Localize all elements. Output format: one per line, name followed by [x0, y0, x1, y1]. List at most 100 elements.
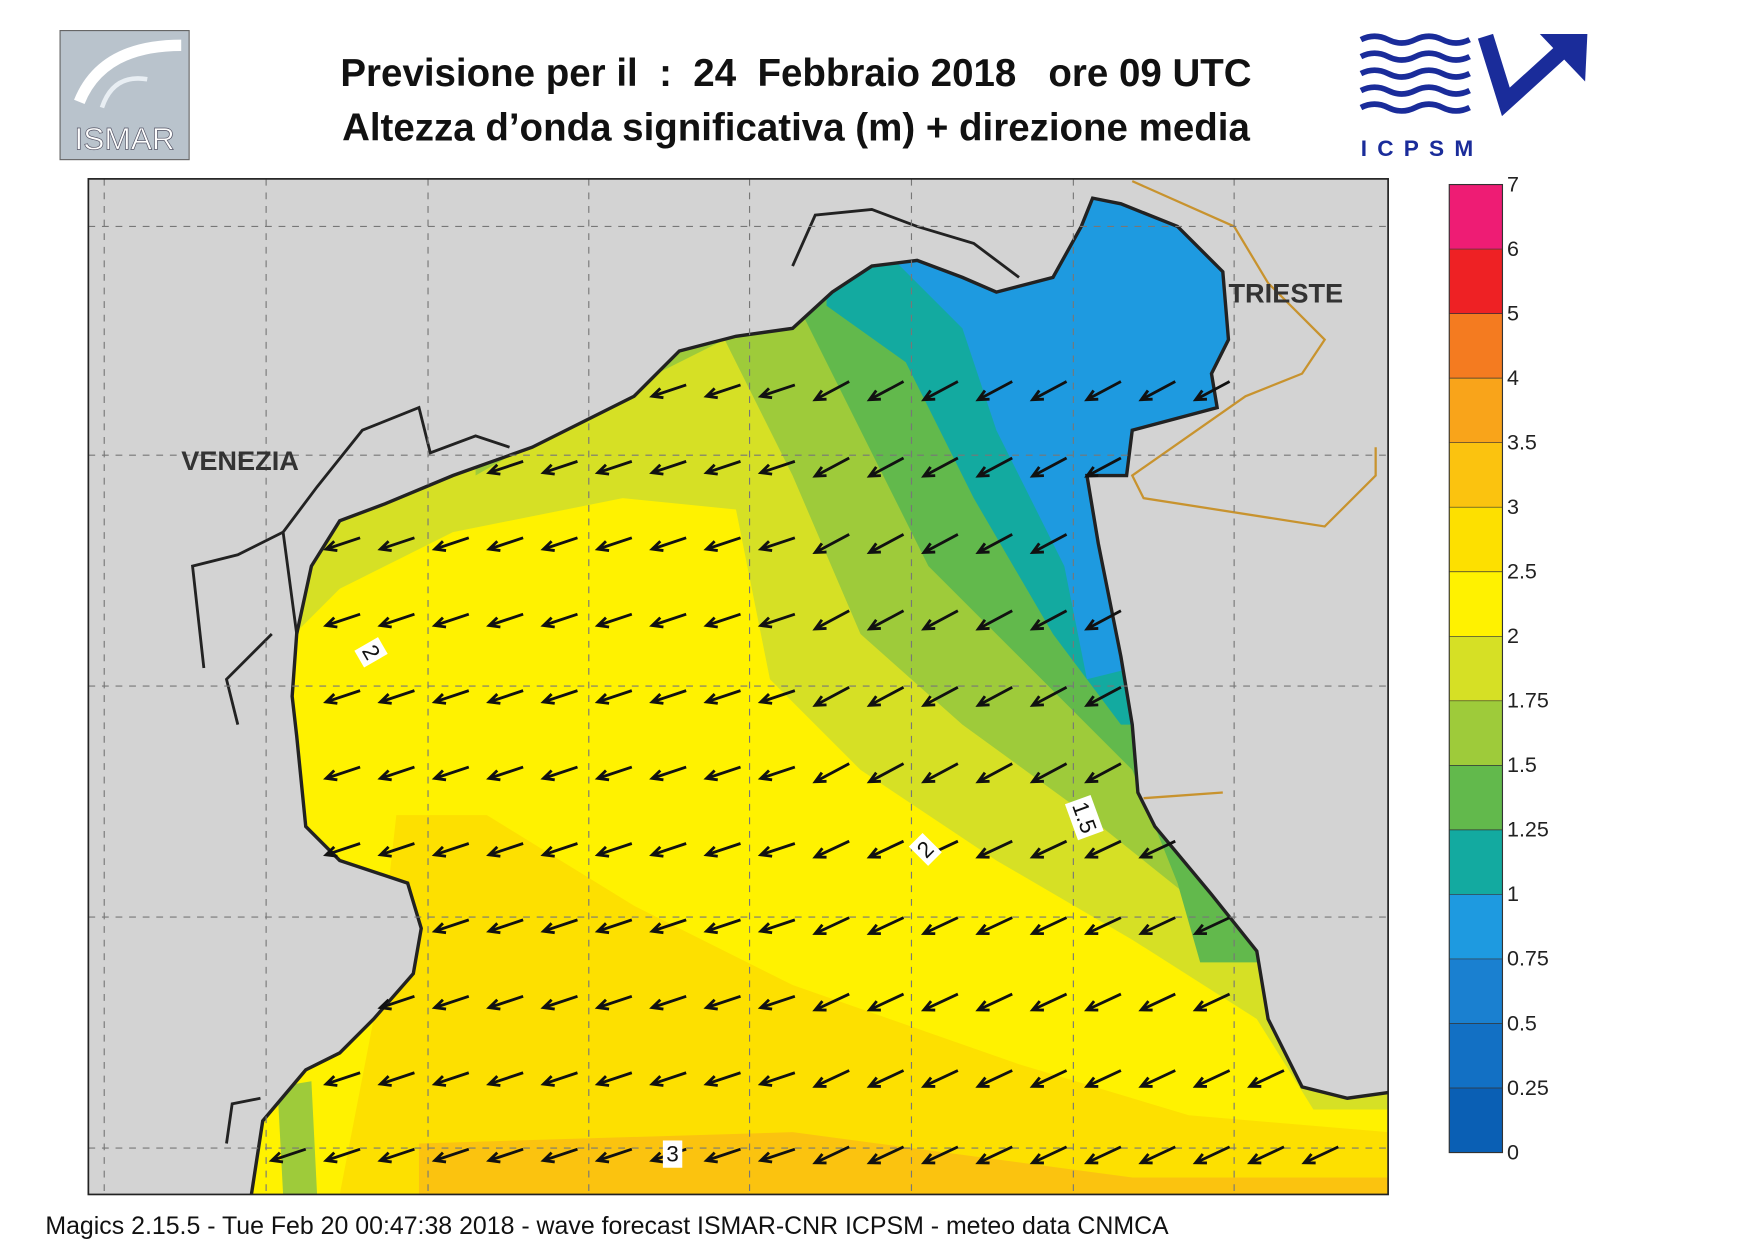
arrow [486, 536, 524, 552]
colorbar-bin [1449, 378, 1503, 443]
arrow [921, 456, 959, 478]
arrow [486, 612, 524, 629]
icpsm-logo: ICPSM [1359, 33, 1588, 161]
colorbar-label: 3 [1507, 495, 1519, 519]
arrow [1029, 839, 1068, 859]
arrow [377, 842, 415, 858]
arrow [1192, 916, 1231, 936]
arrow [431, 918, 470, 935]
arrow [1084, 609, 1122, 631]
arrow [431, 1071, 470, 1087]
arrow [703, 536, 741, 552]
arrow [1084, 1069, 1122, 1088]
arrow [812, 839, 850, 859]
colorbar-bin [1449, 313, 1503, 379]
arrow [1084, 685, 1122, 707]
arrow [486, 1147, 524, 1164]
arrow [1029, 533, 1068, 555]
arrow [921, 762, 959, 784]
arrow [812, 533, 850, 555]
arrow [757, 765, 796, 782]
arrow [1029, 609, 1068, 631]
arrow [486, 918, 524, 935]
arrow [921, 609, 959, 631]
arrow [866, 456, 905, 478]
logo-text: ICPSM [1361, 136, 1484, 161]
arrow [1029, 762, 1068, 784]
arrow [377, 1147, 415, 1164]
colorbar-label: 6 [1507, 237, 1519, 261]
arrow [649, 612, 687, 629]
arrow [649, 689, 687, 705]
arrow [866, 1069, 905, 1088]
arrow [431, 765, 470, 782]
contour-label: 2 [908, 832, 942, 866]
arrow [377, 994, 415, 1011]
arrow [594, 918, 633, 935]
arrow [1084, 456, 1122, 478]
arrow [975, 762, 1013, 784]
colorbar-bin [1449, 571, 1503, 637]
arrow [975, 1069, 1013, 1088]
colorbar-bin [1449, 958, 1503, 1024]
arrow [1138, 1069, 1176, 1088]
arrow [866, 916, 905, 936]
arrow [1247, 1069, 1285, 1088]
colorbar-bin [1449, 184, 1503, 250]
arrow [703, 842, 741, 858]
arrow [866, 609, 905, 631]
arrow [540, 918, 578, 935]
arrow [703, 383, 741, 400]
contour-label-text: 3 [666, 1142, 679, 1167]
logo-text: ISMAR [74, 120, 174, 156]
arrow [866, 380, 905, 402]
contour-label-box [908, 832, 942, 866]
arrow [757, 1147, 796, 1164]
arrow [486, 765, 524, 782]
arrow [1247, 1145, 1285, 1165]
contour-label-box [662, 1140, 683, 1168]
arrow [431, 842, 470, 858]
arrow [486, 689, 524, 705]
arrow [540, 1147, 578, 1164]
arrow [649, 536, 687, 552]
arrow [323, 842, 361, 858]
arrow [812, 456, 850, 478]
arrow [1029, 1069, 1068, 1088]
lagoon-outline [281, 208, 1020, 635]
colorbar-bin [1449, 700, 1503, 766]
arrow [594, 765, 633, 782]
arrow [377, 1071, 415, 1087]
arrow [866, 762, 905, 784]
arrow [866, 685, 905, 707]
arrow [1192, 992, 1231, 1012]
arrow [757, 842, 796, 858]
arrow [1084, 992, 1122, 1012]
arrow [594, 1147, 633, 1164]
arrow [649, 1071, 687, 1087]
arrow [866, 1145, 905, 1165]
arrow [920, 992, 959, 1012]
map-frame [87, 178, 1389, 1196]
arrow [377, 689, 415, 705]
arrow [757, 612, 796, 629]
arrow [703, 460, 741, 476]
colorbar-bin [1449, 765, 1503, 830]
colorbar-bin [1449, 829, 1503, 895]
arrow [812, 685, 850, 707]
ismar-logo: ISMAR [59, 30, 190, 161]
arrow [1029, 916, 1068, 936]
colorbar-bin [1449, 1088, 1503, 1153]
arrow [1084, 762, 1122, 784]
colorbar: 0 0.25 0.5 0.75 1 1.25 1.5 1.75 2 2.5 3 3.5 4 5 6 7 [1448, 172, 1549, 1164]
arrow [975, 1145, 1013, 1165]
arrow [920, 916, 959, 936]
arrow [540, 612, 578, 629]
arrow [431, 994, 470, 1011]
arrow [1029, 1145, 1068, 1165]
arrow [703, 1147, 741, 1164]
arrow [1084, 380, 1122, 402]
arrow [1138, 380, 1176, 402]
place-label: TRIESTE [1228, 277, 1343, 308]
